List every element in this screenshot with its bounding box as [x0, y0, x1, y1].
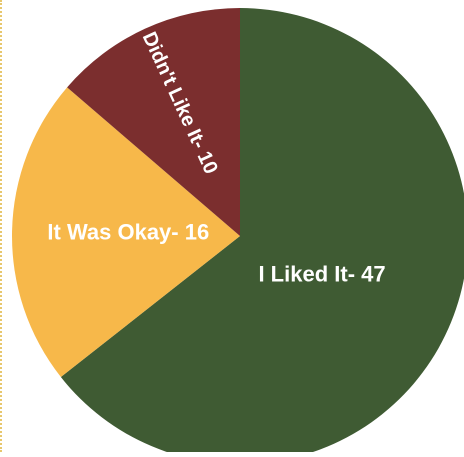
pie-slice [60, 8, 464, 457]
pie-slice-label: It Was Okay- 16 [47, 219, 209, 244]
pie-slice [67, 8, 240, 236]
page-border [0, 0, 2, 452]
pie-slice-label: I Liked It- 47 [258, 262, 385, 287]
pie-slice [11, 87, 241, 378]
